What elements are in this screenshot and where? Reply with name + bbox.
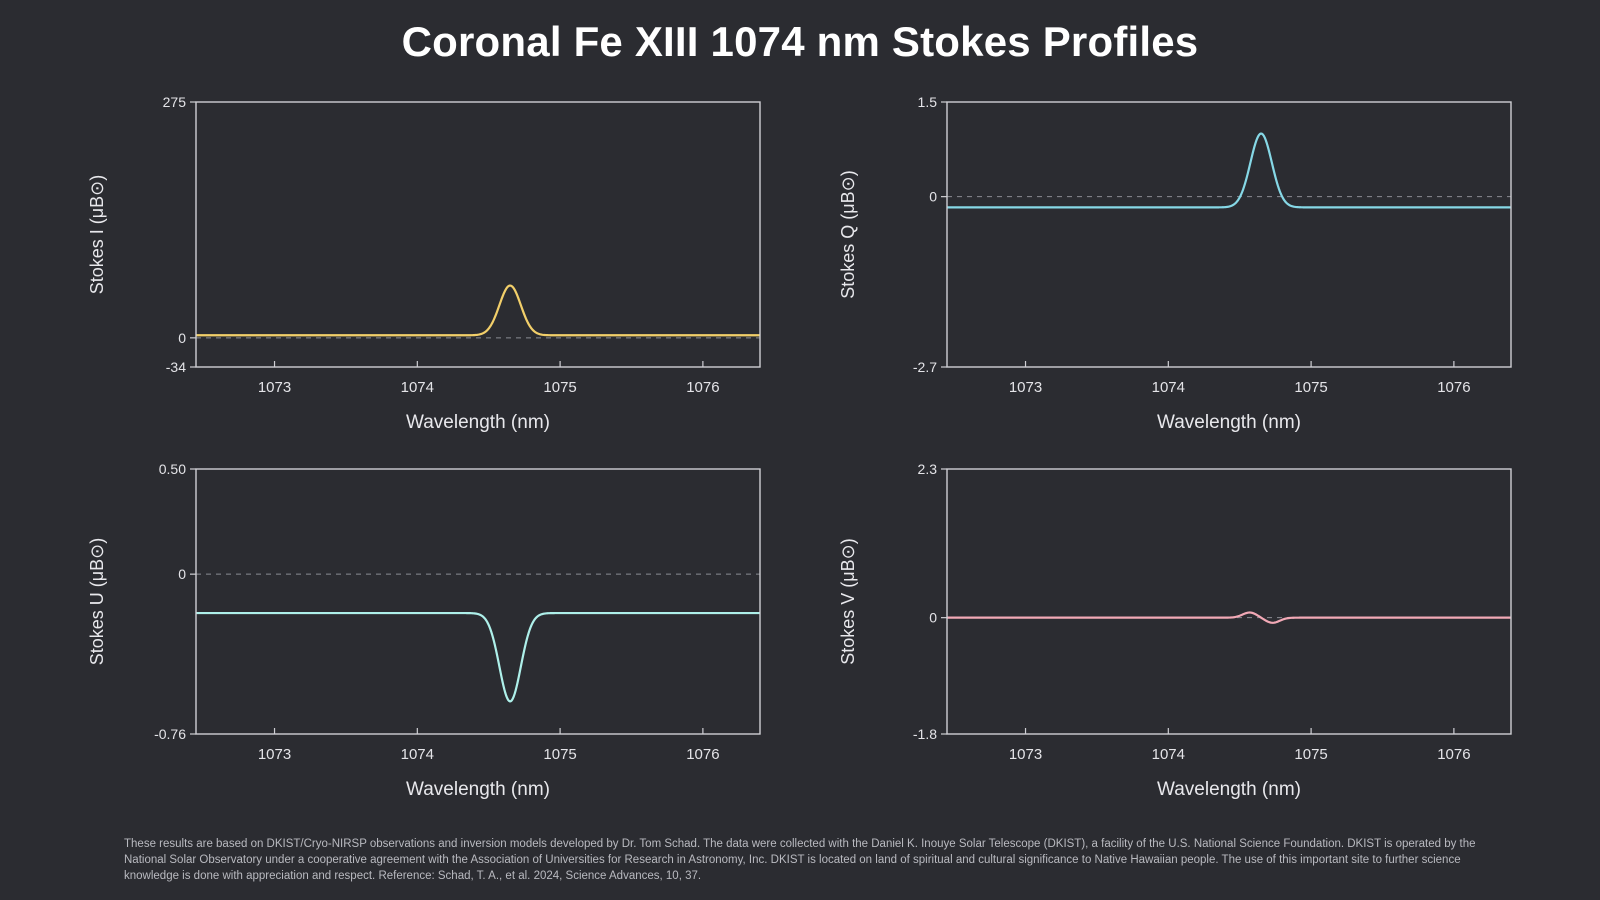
x-tick-label: 1073 — [258, 746, 291, 763]
x-axis-label: Wavelength (nm) — [406, 779, 550, 800]
x-tick-label: 1076 — [686, 746, 719, 763]
y-tick-label: -0.76 — [154, 726, 186, 742]
x-tick-label: 1075 — [1294, 746, 1327, 763]
footer-credit: These results are based on DKIST/Cryo-NI… — [124, 838, 1476, 882]
series-line-stokes-v — [946, 611, 1512, 624]
chart-stokes-v: 1073 1074 1075 1076 2.3 0 -1.8 Wavelength (nm) S… — [838, 461, 1512, 800]
x-tick-label: 1074 — [1152, 746, 1185, 763]
x-tick-label: 1075 — [1294, 379, 1327, 396]
plot-frame — [195, 468, 761, 735]
x-tick-label: 1076 — [686, 379, 719, 396]
y-tick-label: 2.3 — [918, 461, 938, 477]
y-tick-label: 0 — [178, 330, 186, 346]
y-axis-label: Stokes U (μB⊙) — [87, 538, 107, 665]
y-tick-label: 0 — [929, 189, 937, 205]
chart-stokes-i: 1073 1074 1075 1076 275 0 -34 Wavelength (nm) St… — [87, 94, 761, 433]
plot-frame — [195, 101, 761, 368]
x-tick-label: 1076 — [1437, 379, 1470, 396]
x-tick-label: 1074 — [401, 746, 434, 763]
x-tick-label: 1076 — [1437, 746, 1470, 763]
x-tick-label: 1074 — [1152, 379, 1185, 396]
y-tick-label: -2.7 — [913, 359, 937, 375]
series-line-stokes-i — [195, 284, 761, 337]
y-tick-label: 0 — [929, 610, 937, 626]
x-axis-label: Wavelength (nm) — [406, 412, 550, 433]
plot-frame — [946, 468, 1512, 735]
plot-frame — [946, 101, 1512, 368]
y-tick-label: -1.8 — [913, 726, 937, 742]
x-tick-label: 1075 — [543, 746, 576, 763]
y-tick-label: 0.50 — [159, 461, 186, 477]
page-title: Coronal Fe XIII 1074 nm Stokes Profiles — [401, 18, 1199, 65]
series-line-stokes-q — [946, 132, 1512, 209]
y-axis-label: Stokes I (μB⊙) — [87, 175, 107, 294]
y-tick-label: 275 — [163, 94, 187, 110]
y-tick-label: -34 — [166, 359, 186, 375]
x-axis-label: Wavelength (nm) — [1157, 779, 1301, 800]
x-tick-label: 1073 — [1009, 746, 1042, 763]
chart-stokes-q: 1073 1074 1075 1076 1.5 0 -2.7 Wavelength (nm) S… — [838, 94, 1512, 433]
y-tick-label: 1.5 — [918, 94, 938, 110]
series-line-stokes-u — [195, 611, 761, 703]
x-tick-label: 1074 — [401, 379, 434, 396]
x-tick-label: 1073 — [258, 379, 291, 396]
chart-stokes-u: 1073 1074 1075 1076 0.50 0 -0.76 Wavelength (nm… — [87, 461, 761, 800]
y-axis-label: Stokes V (μB⊙) — [838, 538, 858, 664]
x-axis-label: Wavelength (nm) — [1157, 412, 1301, 433]
x-tick-label: 1073 — [1009, 379, 1042, 396]
y-tick-label: 0 — [178, 566, 186, 582]
y-axis-label: Stokes Q (μB⊙) — [838, 170, 858, 298]
x-tick-label: 1075 — [543, 379, 576, 396]
